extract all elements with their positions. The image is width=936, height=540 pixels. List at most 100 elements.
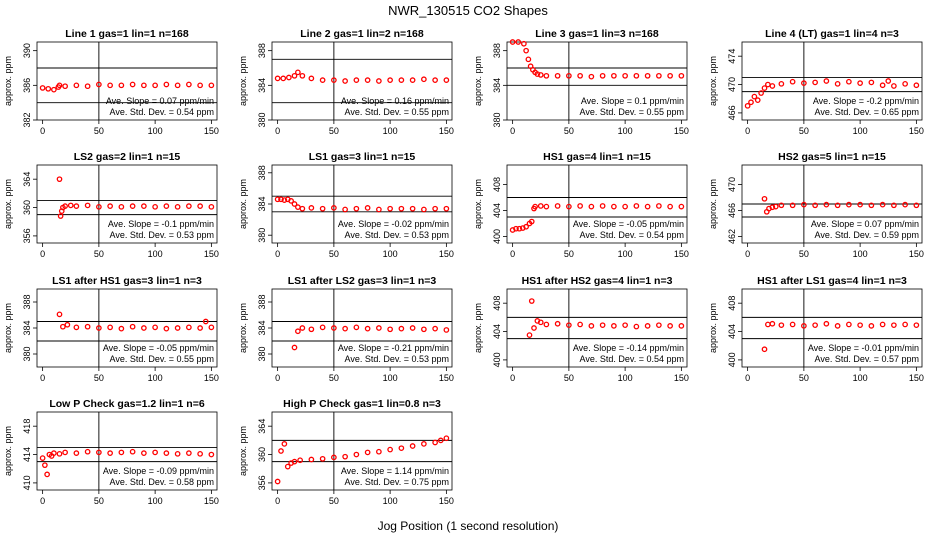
- data-point: [868, 79, 875, 86]
- y-tick-label: 462: [727, 229, 737, 244]
- chart-panel: Line 2 gas=1 lin=2 n=168 0 50 100 150 380 384 3…: [238, 28, 454, 136]
- data-point: [353, 205, 360, 212]
- data-point: [107, 324, 113, 331]
- data-point: [599, 322, 606, 329]
- data-point: [588, 73, 595, 80]
- data-point: [342, 453, 348, 460]
- data-point: [331, 205, 337, 211]
- std-annotation: Ave. Std. Dev. = 0.59 ppm: [815, 230, 919, 240]
- data-point: [174, 450, 181, 457]
- chart-panel: LS2 gas=2 lin=1 n=15 0 50 100 150 356 360 364 ap…: [3, 151, 219, 259]
- data-point: [129, 323, 136, 330]
- plot-frame: [36, 411, 218, 491]
- data-point: [769, 83, 776, 89]
- data-point: [152, 449, 158, 456]
- data-point: [812, 202, 818, 209]
- y-tick-label: 380: [22, 346, 32, 361]
- panel-title: Low P Check gas=1.2 lin=1 n=6: [49, 398, 204, 410]
- y-tick-label: 470: [727, 177, 737, 192]
- x-tick-label: 150: [909, 126, 924, 136]
- x-tick-label: 50: [329, 126, 339, 136]
- panel-title: HS1 gas=4 lin=1 n=15: [543, 151, 651, 163]
- data-point: [64, 321, 71, 328]
- y-tick-label: 400: [492, 352, 502, 367]
- data-point: [801, 323, 807, 329]
- std-annotation: Ave. Std. Dev. = 0.53 ppm: [345, 354, 449, 364]
- data-point: [364, 77, 371, 83]
- x-tick-label: 50: [329, 496, 339, 506]
- data-point: [84, 202, 91, 209]
- chart-panel: LS1 gas=3 lin=1 n=15 0 50 100 150 380 384 388 ap…: [238, 151, 454, 259]
- panel-title: Line 1 gas=1 lin=1 n=168: [65, 28, 189, 40]
- data-point: [96, 203, 102, 210]
- x-tick-label: 0: [275, 126, 280, 136]
- data-point: [537, 319, 544, 326]
- x-tick-label: 0: [40, 249, 45, 259]
- y-tick-label: 388: [257, 43, 267, 58]
- x-tick-label: 100: [383, 496, 398, 506]
- data-point: [758, 90, 764, 96]
- panel-title: High P Check gas=1 lin=0.8 n=3: [283, 398, 441, 410]
- data-point: [633, 72, 640, 79]
- y-axis-label: approx. ppm: [238, 179, 248, 229]
- panel-title: LS1 gas=3 lin=1 n=15: [309, 151, 416, 163]
- x-tick-label: 50: [329, 249, 339, 259]
- y-tick-label: 400: [727, 352, 737, 367]
- data-point: [96, 325, 102, 331]
- data-point: [39, 85, 46, 91]
- data-point: [543, 203, 550, 210]
- data-point: [409, 77, 416, 83]
- data-point: [284, 463, 291, 470]
- y-tick-label: 410: [22, 475, 32, 490]
- data-point: [656, 203, 662, 209]
- data-point: [51, 450, 57, 456]
- data-point: [857, 201, 863, 208]
- data-point: [778, 322, 785, 329]
- data-point: [299, 325, 306, 331]
- x-tick-label: 0: [275, 373, 280, 383]
- panel-title: HS2 gas=5 lin=1 n=15: [778, 151, 886, 163]
- data-point: [208, 82, 215, 89]
- data-point: [107, 203, 113, 209]
- data-point: [118, 82, 125, 89]
- slope-annotation: Ave. Slope = -0.21 ppm/min: [338, 343, 449, 353]
- data-point: [769, 320, 776, 327]
- data-point: [56, 176, 63, 183]
- std-annotation: Ave. Std. Dev. = 0.54 ppm: [580, 354, 684, 364]
- x-tick-label: 0: [40, 373, 45, 383]
- y-tick-label: 388: [257, 165, 267, 180]
- panel-title: Line 2 gas=1 lin=2 n=168: [300, 28, 424, 40]
- data-point: [331, 454, 337, 461]
- data-point: [789, 321, 796, 328]
- x-tick-label: 50: [94, 496, 104, 506]
- x-tick-label: 150: [439, 126, 454, 136]
- data-point: [644, 72, 651, 79]
- data-point: [353, 324, 360, 331]
- data-point: [288, 198, 294, 204]
- data-point: [291, 458, 298, 465]
- data-point: [622, 72, 628, 79]
- data-point: [398, 77, 405, 83]
- x-tick-label: 100: [853, 249, 868, 259]
- data-point: [163, 325, 170, 332]
- data-point: [611, 323, 617, 329]
- data-point: [577, 72, 583, 79]
- slope-annotation: Ave. Slope = -0.09 ppm/min: [103, 466, 214, 476]
- data-point: [577, 321, 583, 328]
- panel-title: LS1 after LS2 gas=3 lin=1 n=3: [288, 275, 437, 287]
- y-tick-label: 360: [22, 200, 32, 215]
- y-axis-label: approx. ppm: [473, 179, 483, 229]
- data-point: [772, 203, 779, 210]
- data-point: [342, 206, 348, 213]
- data-point: [353, 451, 360, 458]
- y-tick-label: 408: [727, 296, 737, 311]
- chart-panel: High P Check gas=1 lin=0.8 n=3 0 50 100 150 3…: [238, 398, 454, 506]
- data-point: [398, 205, 405, 212]
- y-axis-label: approx. ppm: [3, 303, 13, 353]
- y-axis-label: approx. ppm: [708, 56, 718, 106]
- data-point: [879, 82, 886, 89]
- x-tick-label: 50: [799, 249, 809, 259]
- data-point: [778, 80, 785, 87]
- data-point: [765, 81, 771, 88]
- data-point: [141, 82, 147, 89]
